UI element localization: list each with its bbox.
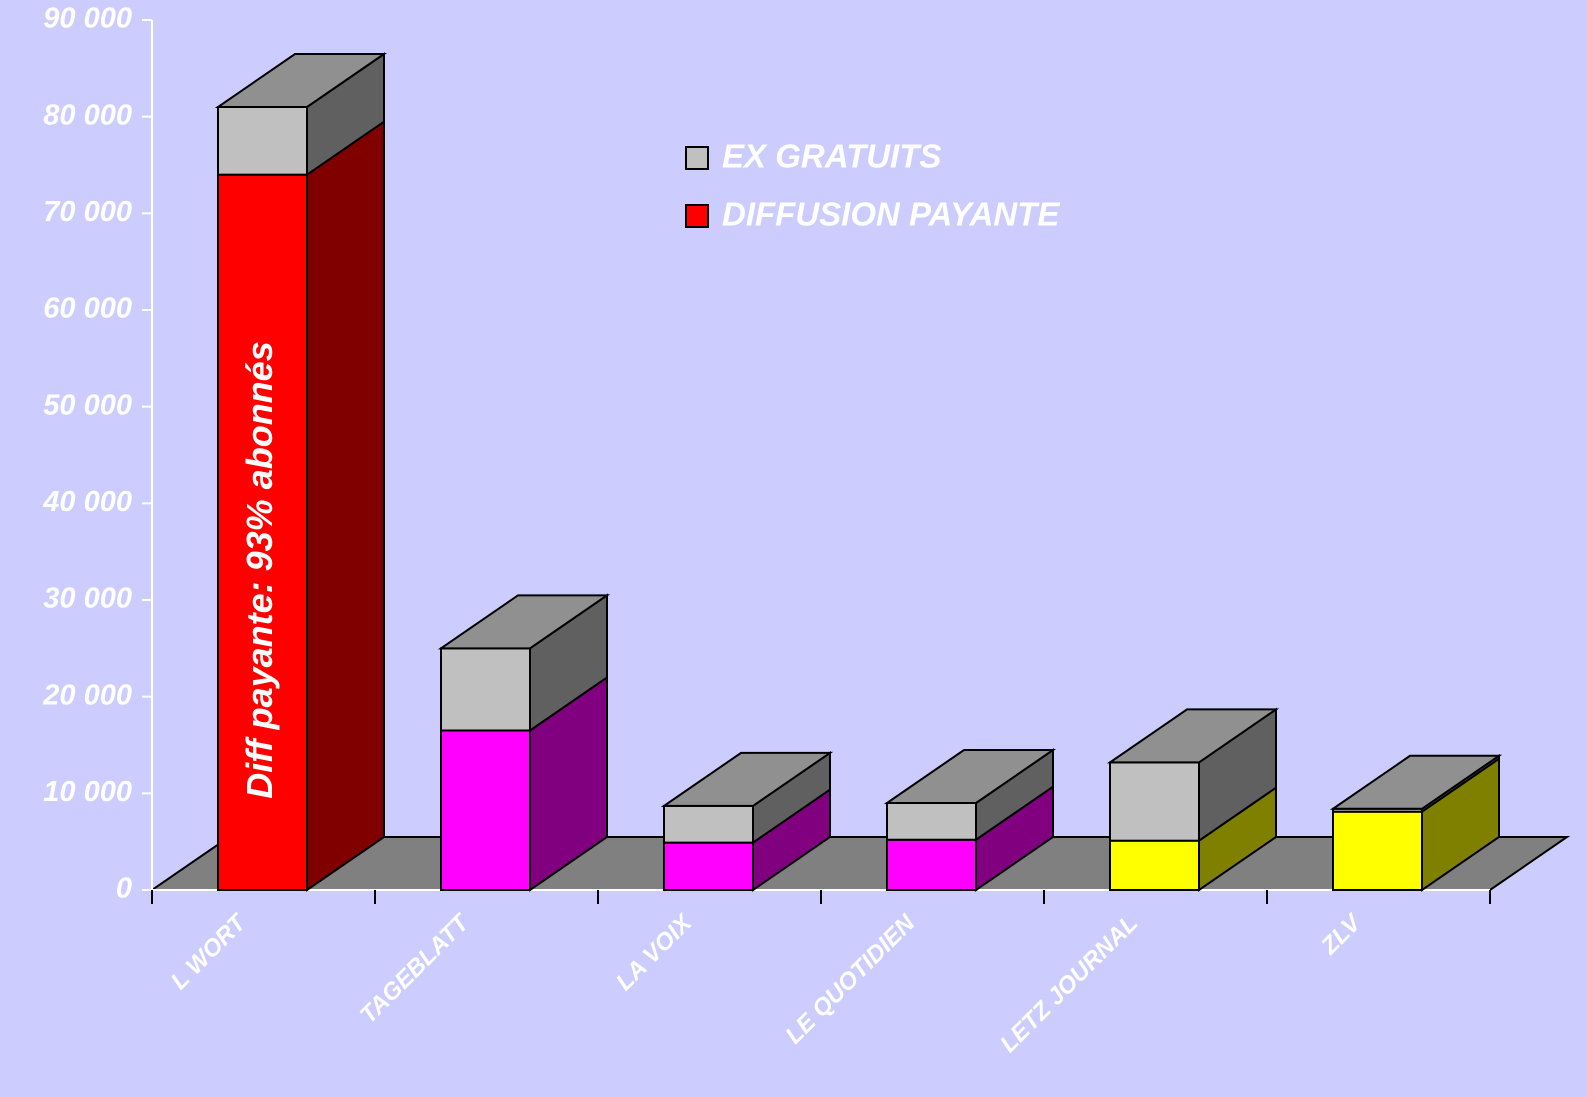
bar (1109, 761, 1200, 842)
bar (440, 729, 531, 891)
legend-label: EX GRATUITS (722, 138, 941, 175)
y-tick-label: 20 000 (42, 679, 132, 711)
bar (663, 804, 754, 844)
y-tick-label: 40 000 (42, 486, 132, 518)
bar (440, 647, 531, 732)
y-tick-label: 80 000 (43, 99, 132, 131)
bar-top (883, 749, 1057, 804)
y-tick-label: 50 000 (43, 389, 132, 421)
annotation: Diff payante: 93% abonnés (239, 341, 280, 798)
legend-label: DIFFUSION PAYANTE (722, 196, 1060, 233)
y-tick-label: 60 000 (43, 293, 132, 325)
bar-top (437, 594, 611, 650)
bar (1109, 839, 1200, 892)
bar-top (1329, 754, 1503, 810)
y-tick-label: 10 000 (43, 776, 132, 808)
bar (217, 173, 308, 891)
legend-swatch (685, 146, 709, 170)
bar-side (306, 119, 385, 892)
legend-swatch (685, 204, 709, 228)
y-tick-label: 0 (116, 873, 132, 905)
bar-top (214, 53, 388, 108)
y-tick-label: 90 000 (43, 3, 132, 35)
bar (1332, 810, 1423, 892)
bar (886, 838, 977, 892)
y-tick-label: 30 000 (43, 583, 132, 615)
y-tick-label: 70 000 (43, 196, 132, 228)
bar-top (660, 751, 834, 807)
bar (886, 802, 977, 841)
bar (663, 841, 754, 892)
bar-top (1106, 708, 1280, 764)
bar (217, 106, 308, 176)
